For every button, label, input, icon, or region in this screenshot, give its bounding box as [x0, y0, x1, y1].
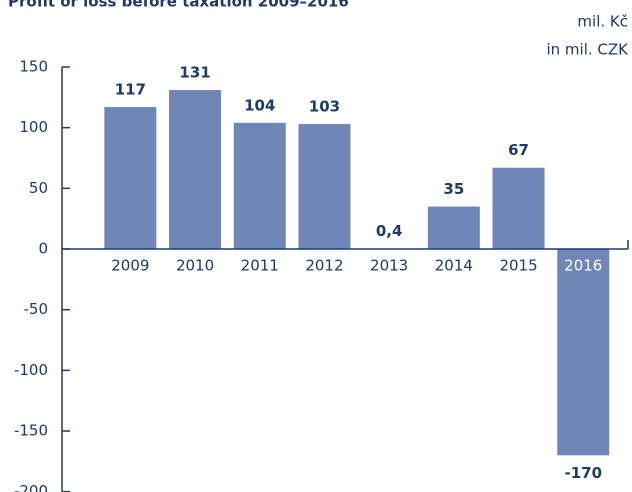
value-label: 131: [179, 64, 210, 82]
value-label: 35: [443, 180, 464, 198]
y-tick-label: 150: [19, 58, 48, 76]
value-label: 117: [115, 81, 146, 99]
y-tick-label: 50: [29, 179, 48, 197]
value-label: 0,4: [376, 222, 403, 240]
value-label: -170: [564, 464, 602, 482]
x-tick-label: 2016: [564, 257, 602, 275]
x-tick-label: 2014: [435, 257, 473, 275]
value-label: 67: [508, 141, 529, 159]
bar: [104, 107, 157, 250]
x-tick-label: 2009: [111, 257, 149, 275]
value-label: 104: [244, 96, 275, 114]
bar: [557, 249, 610, 456]
bar: [298, 124, 351, 250]
y-tick-label: -150: [14, 422, 48, 440]
y-tick-label: 0: [38, 240, 48, 258]
x-tick-label: 2010: [176, 257, 214, 275]
unit-label: mil. Kč: [577, 13, 628, 31]
x-tick-label: 2012: [305, 257, 343, 275]
bar: [492, 167, 545, 250]
x-tick-label: 2011: [241, 257, 279, 275]
chart-title: Profit or loss before taxation 2009–2016: [8, 0, 349, 11]
bar: [427, 206, 480, 250]
y-tick-label: -200: [14, 482, 48, 492]
y-tick-label: -50: [24, 300, 49, 318]
unit-label: in mil. CZK: [546, 41, 629, 59]
value-label: 103: [309, 98, 340, 116]
bar: [169, 90, 222, 250]
y-tick-label: 100: [19, 118, 48, 136]
x-tick-label: 2013: [370, 257, 408, 275]
y-tick-label: -100: [14, 361, 48, 379]
x-tick-label: 2015: [499, 257, 537, 275]
bar: [233, 122, 286, 250]
